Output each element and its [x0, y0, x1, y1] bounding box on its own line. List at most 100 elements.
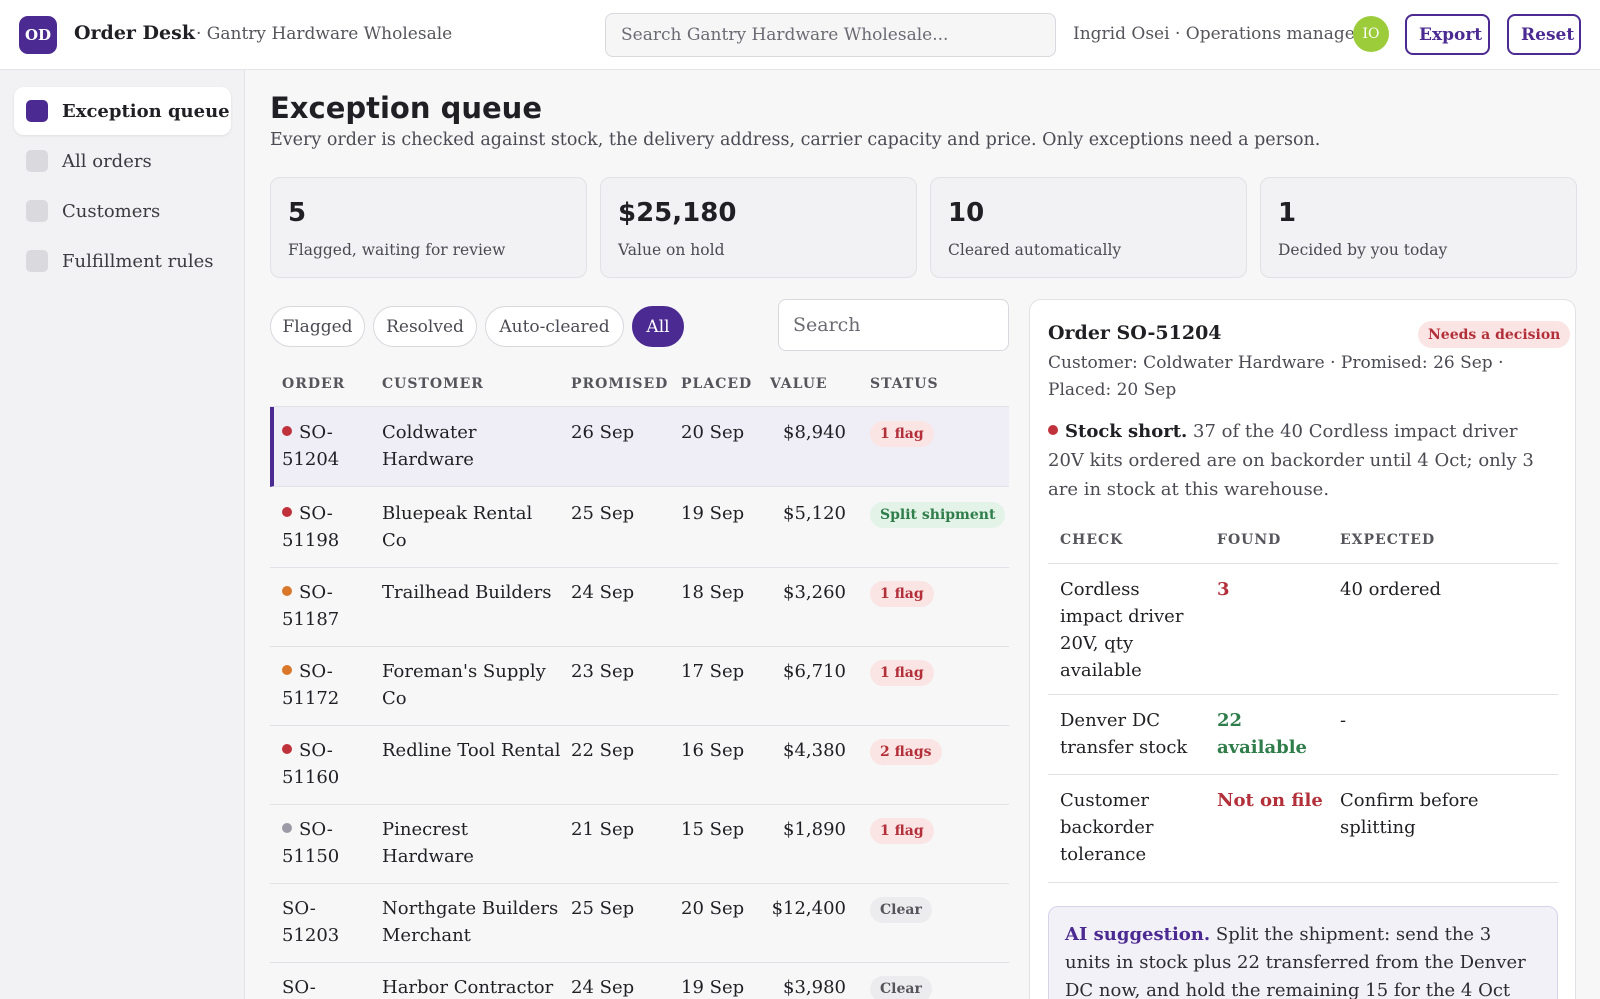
filter-resolved[interactable]: Resolved	[373, 306, 477, 347]
customer-name: Coldwater Hardware	[382, 422, 477, 470]
check-name: Cordless impact driver 20V, qty availabl…	[1060, 579, 1184, 681]
order-detail-panel: Order SO-51204 Needs a decision Customer…	[1029, 299, 1576, 999]
promised-date: 23 Sep	[571, 661, 635, 682]
table-row[interactable]: SO-51198 Bluepeak Rental Co 25 Sep 19 Sep $5…	[270, 488, 1009, 568]
detail-title: Order SO-51204	[1048, 322, 1222, 344]
placed-date: 17 Sep	[681, 661, 745, 682]
order-search-input[interactable]	[778, 299, 1009, 351]
customer-name: Northgate Builders Merchant	[382, 898, 559, 946]
column-header-placed[interactable]: PLACED	[681, 376, 753, 392]
order-value: $5,120	[783, 503, 846, 524]
customers-icon	[26, 200, 48, 222]
severity-dot	[282, 507, 292, 517]
column-header-order[interactable]: ORDER	[282, 376, 346, 392]
check-found: 3	[1217, 579, 1230, 600]
export-button[interactable]: Export	[1405, 14, 1490, 55]
avatar[interactable]: IO	[1353, 16, 1389, 52]
check-row: Denver DC transfer stock 22 available -	[1048, 695, 1558, 775]
table-row[interactable]: SO-51160 Redline Tool Rental 22 Sep 16 Sep $…	[270, 725, 1009, 805]
table-row[interactable]: SO-51172 Foreman's Supply Co 23 Sep 17 Sep $…	[270, 646, 1009, 726]
check-expected: Confirm before splitting	[1340, 790, 1479, 838]
placed-date: 19 Sep	[681, 977, 745, 998]
reset-button[interactable]: Reset	[1507, 14, 1581, 55]
app-logo: OD	[19, 16, 57, 54]
table-row[interactable]: SO- Harbor Contractor 24 Sep 19 Sep $3,980 Cl…	[270, 962, 1009, 999]
table-row[interactable]: SO-51187 Trailhead Builders 24 Sep 18 Sep $3…	[270, 567, 1009, 647]
table-row[interactable]: SO-51203 Northgate Builders Merchant 25 Se…	[270, 883, 1009, 963]
stat-card-flagged: 5 Flagged, waiting for review	[270, 177, 587, 278]
stat-label: Decided by you today	[1278, 241, 1448, 259]
column-header-value[interactable]: VALUE	[770, 376, 828, 392]
order-number: SO-51172	[282, 661, 340, 709]
check-found: 22 available	[1217, 710, 1307, 758]
rules-icon	[26, 250, 48, 272]
order-id: SO-51187	[282, 579, 360, 633]
sidebar-item-customers[interactable]: Customers	[14, 187, 231, 235]
stat-card-cleared: 10 Cleared automatically	[930, 177, 1247, 278]
table-row[interactable]: SO-51150 Pinecrest Hardware 21 Sep 15 Sep $1…	[270, 804, 1009, 884]
check-row: Customer backorder tolerance Not on file C…	[1048, 775, 1558, 883]
customer-name: Harbor Contractor	[382, 977, 554, 998]
column-header-check: CHECK	[1060, 532, 1124, 548]
placed-date: 19 Sep	[681, 503, 745, 524]
order-number: SO-	[282, 977, 316, 998]
issue-text: 37 of the 40 Cordless impact driver 20V …	[1048, 421, 1534, 500]
sidebar-item-exception-queue[interactable]: Exception queue	[14, 87, 231, 135]
column-header-customer[interactable]: CUSTOMER	[382, 376, 484, 392]
column-header-expected: EXPECTED	[1340, 532, 1436, 548]
sidebar-item-all-orders[interactable]: All orders	[14, 137, 231, 185]
customer-name: Pinecrest Hardware	[382, 819, 474, 867]
check-expected: 40 ordered	[1340, 579, 1442, 600]
sidebar-item-label: Exception queue	[62, 100, 230, 122]
table-row[interactable]: SO-51204 Coldwater Hardware 26 Sep 20 Sep $8…	[270, 407, 1009, 487]
order-number: SO-51187	[282, 582, 340, 630]
status-badge: Clear	[870, 897, 932, 923]
status-badge: Split shipment	[870, 502, 1006, 528]
order-value: $12,400	[771, 898, 846, 919]
status-badge: 1 flag	[870, 421, 934, 447]
promised-date: 24 Sep	[571, 977, 635, 998]
stat-label: Flagged, waiting for review	[288, 241, 506, 259]
queue-icon	[26, 100, 48, 122]
sidebar-item-fulfillment-rules[interactable]: Fulfillment rules	[14, 237, 231, 285]
order-value: $4,380	[783, 740, 846, 761]
placed-date: 20 Sep	[681, 422, 745, 443]
filter-flagged[interactable]: Flagged	[270, 306, 365, 347]
ai-label: AI suggestion.	[1065, 924, 1211, 945]
order-id: SO-51198	[282, 500, 360, 554]
user-name: Ingrid Osei · Operations manager	[1073, 24, 1363, 44]
column-header-promised[interactable]: PROMISED	[571, 376, 669, 392]
order-table: ORDER CUSTOMER PROMISED PLACED VALUE STA…	[270, 366, 1009, 999]
promised-date: 22 Sep	[571, 740, 635, 761]
order-number: SO-51203	[282, 898, 340, 946]
check-found: Not on file	[1217, 790, 1323, 811]
order-id: SO-	[282, 974, 360, 999]
stat-value: 5	[288, 198, 307, 228]
placed-date: 16 Sep	[681, 740, 745, 761]
global-search-input[interactable]	[605, 13, 1056, 57]
severity-dot	[282, 586, 292, 596]
promised-date: 26 Sep	[571, 422, 635, 443]
customer-name: Bluepeak Rental Co	[382, 503, 533, 551]
filter-all[interactable]: All	[632, 306, 684, 347]
stat-value: 10	[948, 198, 985, 228]
status-badge: 2 flags	[870, 739, 942, 765]
sidebar: Exception queue All orders Customers Ful…	[0, 70, 245, 999]
column-header-status[interactable]: STATUS	[870, 376, 939, 392]
customer-name: Trailhead Builders	[382, 582, 552, 603]
order-id: SO-51160	[282, 737, 360, 791]
order-value: $1,890	[783, 819, 846, 840]
stat-card-value-on-hold: $25,180 Value on hold	[600, 177, 917, 278]
customer-name: Foreman's Supply Co	[382, 661, 546, 709]
customer-name: Redline Tool Rental	[382, 740, 561, 761]
status-badge: Clear	[870, 976, 932, 999]
issue-summary: Stock short. 37 of the 40 Cordless impac…	[1048, 417, 1558, 504]
filter-auto-cleared[interactable]: Auto-cleared	[485, 306, 624, 347]
page-title: Exception queue	[270, 91, 542, 125]
stat-label: Value on hold	[618, 241, 725, 259]
stat-label: Cleared automatically	[948, 241, 1122, 259]
stat-card-decided: 1 Decided by you today	[1260, 177, 1577, 278]
order-id: SO-51204	[282, 419, 360, 473]
order-number: SO-51150	[282, 819, 340, 867]
issue-title: Stock short.	[1065, 421, 1188, 442]
